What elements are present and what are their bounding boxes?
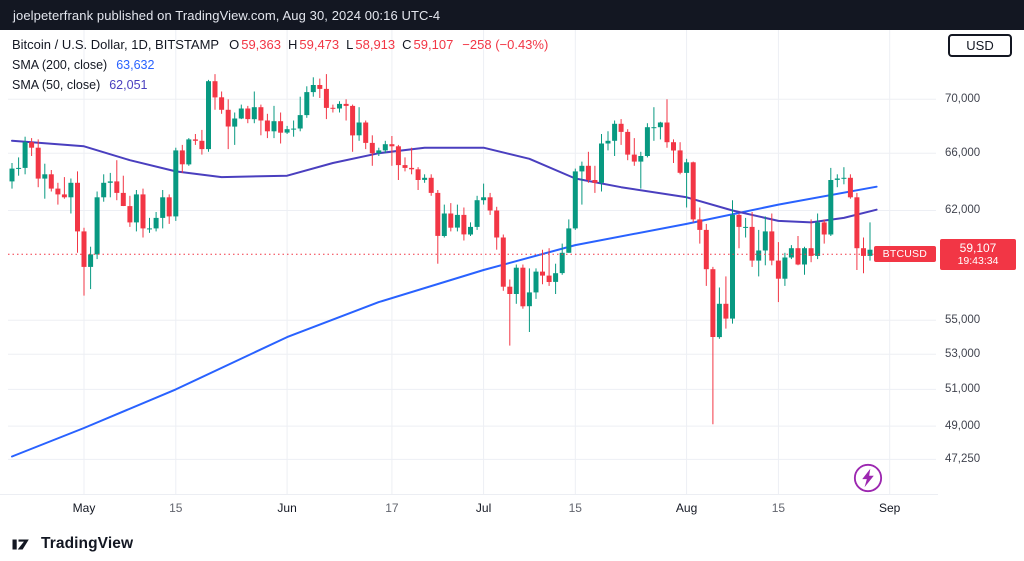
symbol-tag-text: BTCUSD — [882, 248, 927, 261]
currency-toggle-button[interactable]: USD — [948, 34, 1012, 57]
price-tick-label: 53,000 — [945, 347, 981, 360]
price-tick-label: 47,250 — [945, 452, 981, 465]
attribution-bar: joelpeterfrank published on TradingView.… — [0, 0, 1024, 30]
price-tick-label: 62,000 — [945, 204, 981, 216]
bar-countdown: 19:43:34 — [957, 255, 999, 268]
price-axis[interactable]: 70,000 66,000 62,000 55,000 53,000 51,000 49,0… — [938, 30, 1024, 494]
time-tick-label: 15 — [568, 501, 582, 515]
time-tick-label: 15 — [169, 501, 183, 515]
price-tick-label: 51,000 — [945, 382, 981, 395]
legend-sma-200-value: 63,632 — [116, 58, 155, 72]
boost-lightning-icon[interactable] — [853, 463, 883, 493]
legend-sma-50-label: SMA (50, close) — [12, 78, 101, 92]
last-price-badge: 59,107 19:43:34 — [940, 239, 1016, 271]
ohlc-high: H 59,473 — [287, 37, 340, 52]
legend-sma-200[interactable]: SMA (200, close) 63,632 — [12, 58, 548, 72]
time-axis[interactable]: May 15 Jun 17 Jul 15 Aug 15 Sep — [0, 494, 938, 527]
time-tick-label: Aug — [675, 501, 698, 515]
candlestick-series[interactable] — [9, 74, 880, 425]
tradingview-logo-icon — [12, 539, 29, 549]
ohlc-low: L 58,913 — [346, 37, 396, 52]
legend-sma-50[interactable]: SMA (50, close) 62,051 — [12, 78, 548, 92]
legend-sma-200-label: SMA (200, close) — [12, 58, 108, 72]
price-tick-label: 55,000 — [945, 313, 981, 326]
time-tick-label: Jun — [277, 501, 297, 515]
last-price-symbol-badge: BTCUSD — [873, 246, 936, 263]
symbol-title[interactable]: Bitcoin / U.S. Dollar, 1D, BITSTAMP — [12, 37, 220, 52]
lightning-icon — [862, 468, 874, 488]
tradingview-brand-text: TradingView — [41, 535, 134, 552]
attribution-text: joelpeterfrank published on TradingView.… — [13, 7, 441, 23]
time-tick-label: 17 — [385, 501, 399, 515]
ohlc-open: O 59,363 — [229, 37, 281, 52]
change-value: −258 (−0.43%) — [462, 37, 549, 52]
ohlc-close: C 59,107 — [402, 37, 454, 52]
time-tick-label: Jul — [475, 501, 492, 515]
price-tick-label: 70,000 — [945, 92, 981, 105]
footer-brand[interactable]: TradingView — [12, 532, 133, 556]
time-tick-label: Sep — [879, 501, 901, 515]
legend-sma-50-value: 62,051 — [109, 78, 148, 92]
chart-legend: Bitcoin / U.S. Dollar, 1D, BITSTAMP O 59,… — [12, 37, 548, 92]
time-tick-label: 15 — [771, 501, 786, 515]
time-tick-label: May — [72, 501, 96, 515]
last-price-value: 59,107 — [959, 241, 997, 256]
price-tick-label: 49,000 — [945, 419, 981, 432]
price-tick-label: 66,000 — [945, 146, 981, 159]
legend-symbol-row[interactable]: Bitcoin / U.S. Dollar, 1D, BITSTAMP O 59,… — [12, 37, 548, 52]
